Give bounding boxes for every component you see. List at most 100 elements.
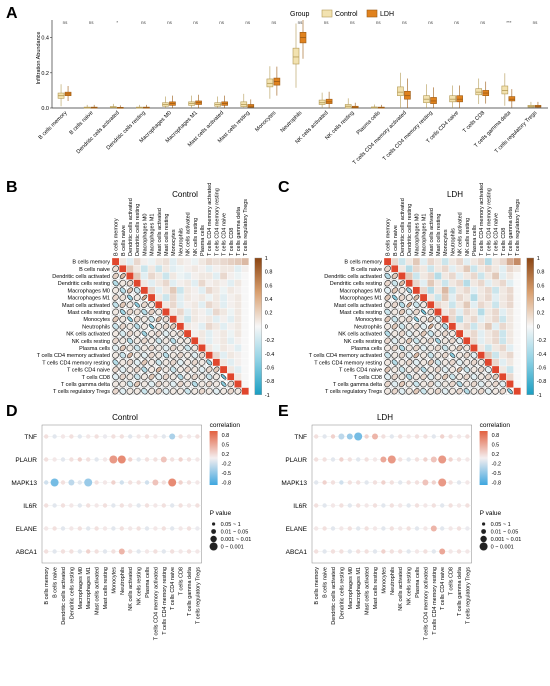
heatmap-ellipse [155,308,163,316]
heatmap-col-label: T cells gamma delta [508,206,514,256]
heatmap-ellipse [191,373,199,381]
box-control [318,99,326,105]
dotplot-point [44,503,49,508]
heatmap-ellipse [169,330,177,337]
heatmap-cell [513,257,521,266]
heatmap-ellipse [169,351,177,359]
dotplot-point [128,480,133,485]
heatmap-cell [212,308,221,316]
colorbar-tick-label: 0.4 [265,297,273,303]
heatmap-col-label: T cells regulatory Tregs [243,199,249,256]
heatmap-ellipse [398,330,406,337]
heatmap-cell [205,308,213,316]
heatmap-ellipse [112,387,119,395]
heatmap-cell [412,265,421,273]
heatmap-cell [477,279,485,287]
dotplot-point [322,480,327,485]
dotplot-x-label: T cells regulatory Tregs [195,567,201,624]
box-ldh [508,96,516,102]
heatmap-ellipse [477,366,485,373]
heatmap-ellipse [384,272,391,280]
heatmap-cell [491,344,500,352]
heatmap-ellipse [427,351,435,359]
heatmap-ellipse [427,387,435,395]
heatmap-cell [391,265,399,273]
heatmap-row-label: Dendritic cells activated [324,274,382,280]
dotplot-point [102,549,108,554]
heatmap-cell [427,279,435,287]
dotplot-x-label: T cells CD8 [179,567,185,595]
heatmap-ellipse [141,308,148,316]
heatmap-cell [484,329,493,338]
dotplot-gene-label: IL6R [293,503,307,510]
heatmap-cell [455,265,464,273]
dotplot-point [186,457,192,462]
dotplot-point [60,457,66,462]
heatmap-ellipse [133,308,141,316]
heatmap-cell [427,293,435,302]
boxplot-panel: Group Control LDH Infiltration Abundance… [36,9,548,166]
heatmap-cell [241,358,249,367]
dotplot-point [178,503,183,508]
x-tick-label: Neutrophils [279,110,303,134]
heatmap-ellipse [442,373,449,380]
heatmap-ellipse [449,359,456,366]
dotplot-point [109,455,118,464]
legend-label-control: Control [335,11,358,18]
heatmap-ellipse [191,366,199,373]
heatmap-ellipse [184,359,191,366]
heatmap-cell [441,265,449,273]
heatmap-cell [169,315,177,323]
heatmap-ellipse [485,373,492,381]
heatmap-ellipse [398,315,406,323]
dotplot-gene-label: IL6R [23,503,37,510]
heatmap-cell [176,301,185,309]
heatmap-ellipse [213,387,220,395]
significance-label: ns [89,20,95,25]
heatmap-ellipse [141,387,148,395]
heatmap-cell [234,351,242,359]
heatmap-ellipse [155,380,163,388]
heatmap-row-label: T cells gamma delta [333,382,383,388]
heatmap-row-label: Mast cells activated [62,303,110,309]
heatmap-cell [241,301,249,309]
dotplot-point [465,526,470,531]
heatmap-col-label: Dendritic cells activated [400,198,406,256]
heatmap-cell [241,315,249,323]
box-ldh [456,95,463,103]
heatmap-cell [147,293,156,302]
heatmap-ellipse [391,387,399,395]
dotplot-point [339,526,344,531]
heatmap-ellipse [384,316,391,323]
heatmap-cell [441,286,449,295]
dotplot-point [465,549,470,554]
heatmap-cell [477,337,485,345]
heatmap-ldh-title: LDH [447,190,463,199]
heatmap-ellipse [112,359,119,366]
dotplot-point [195,549,200,554]
heatmap-cell [455,293,464,302]
heatmap-col-label: Plasma cells [472,225,478,256]
heatmap-ellipse [398,366,406,373]
heatmap-cell [169,265,177,273]
heatmap-cell [470,315,478,323]
heatmap-ellipse [391,373,399,381]
heatmap-ellipse [126,366,134,373]
significance-label: ns [350,20,356,25]
dotplot-frame [41,424,202,564]
heatmap-ellipse [134,301,141,308]
colorbar [526,257,534,396]
heatmap-ellipse [434,315,442,323]
heatmap-cell [219,308,228,316]
dotplot-point [322,457,327,462]
heatmap-cell [513,373,521,381]
heatmap-cell [506,293,514,302]
heatmap-cell [470,308,478,316]
heatmap-cell [499,337,507,345]
heatmap-cell [241,308,249,316]
dotplot-x-label: T cells CD8 [449,567,455,595]
heatmap-ellipse [470,387,478,395]
heatmap-cell [506,315,514,323]
dotplot-point [84,478,93,487]
